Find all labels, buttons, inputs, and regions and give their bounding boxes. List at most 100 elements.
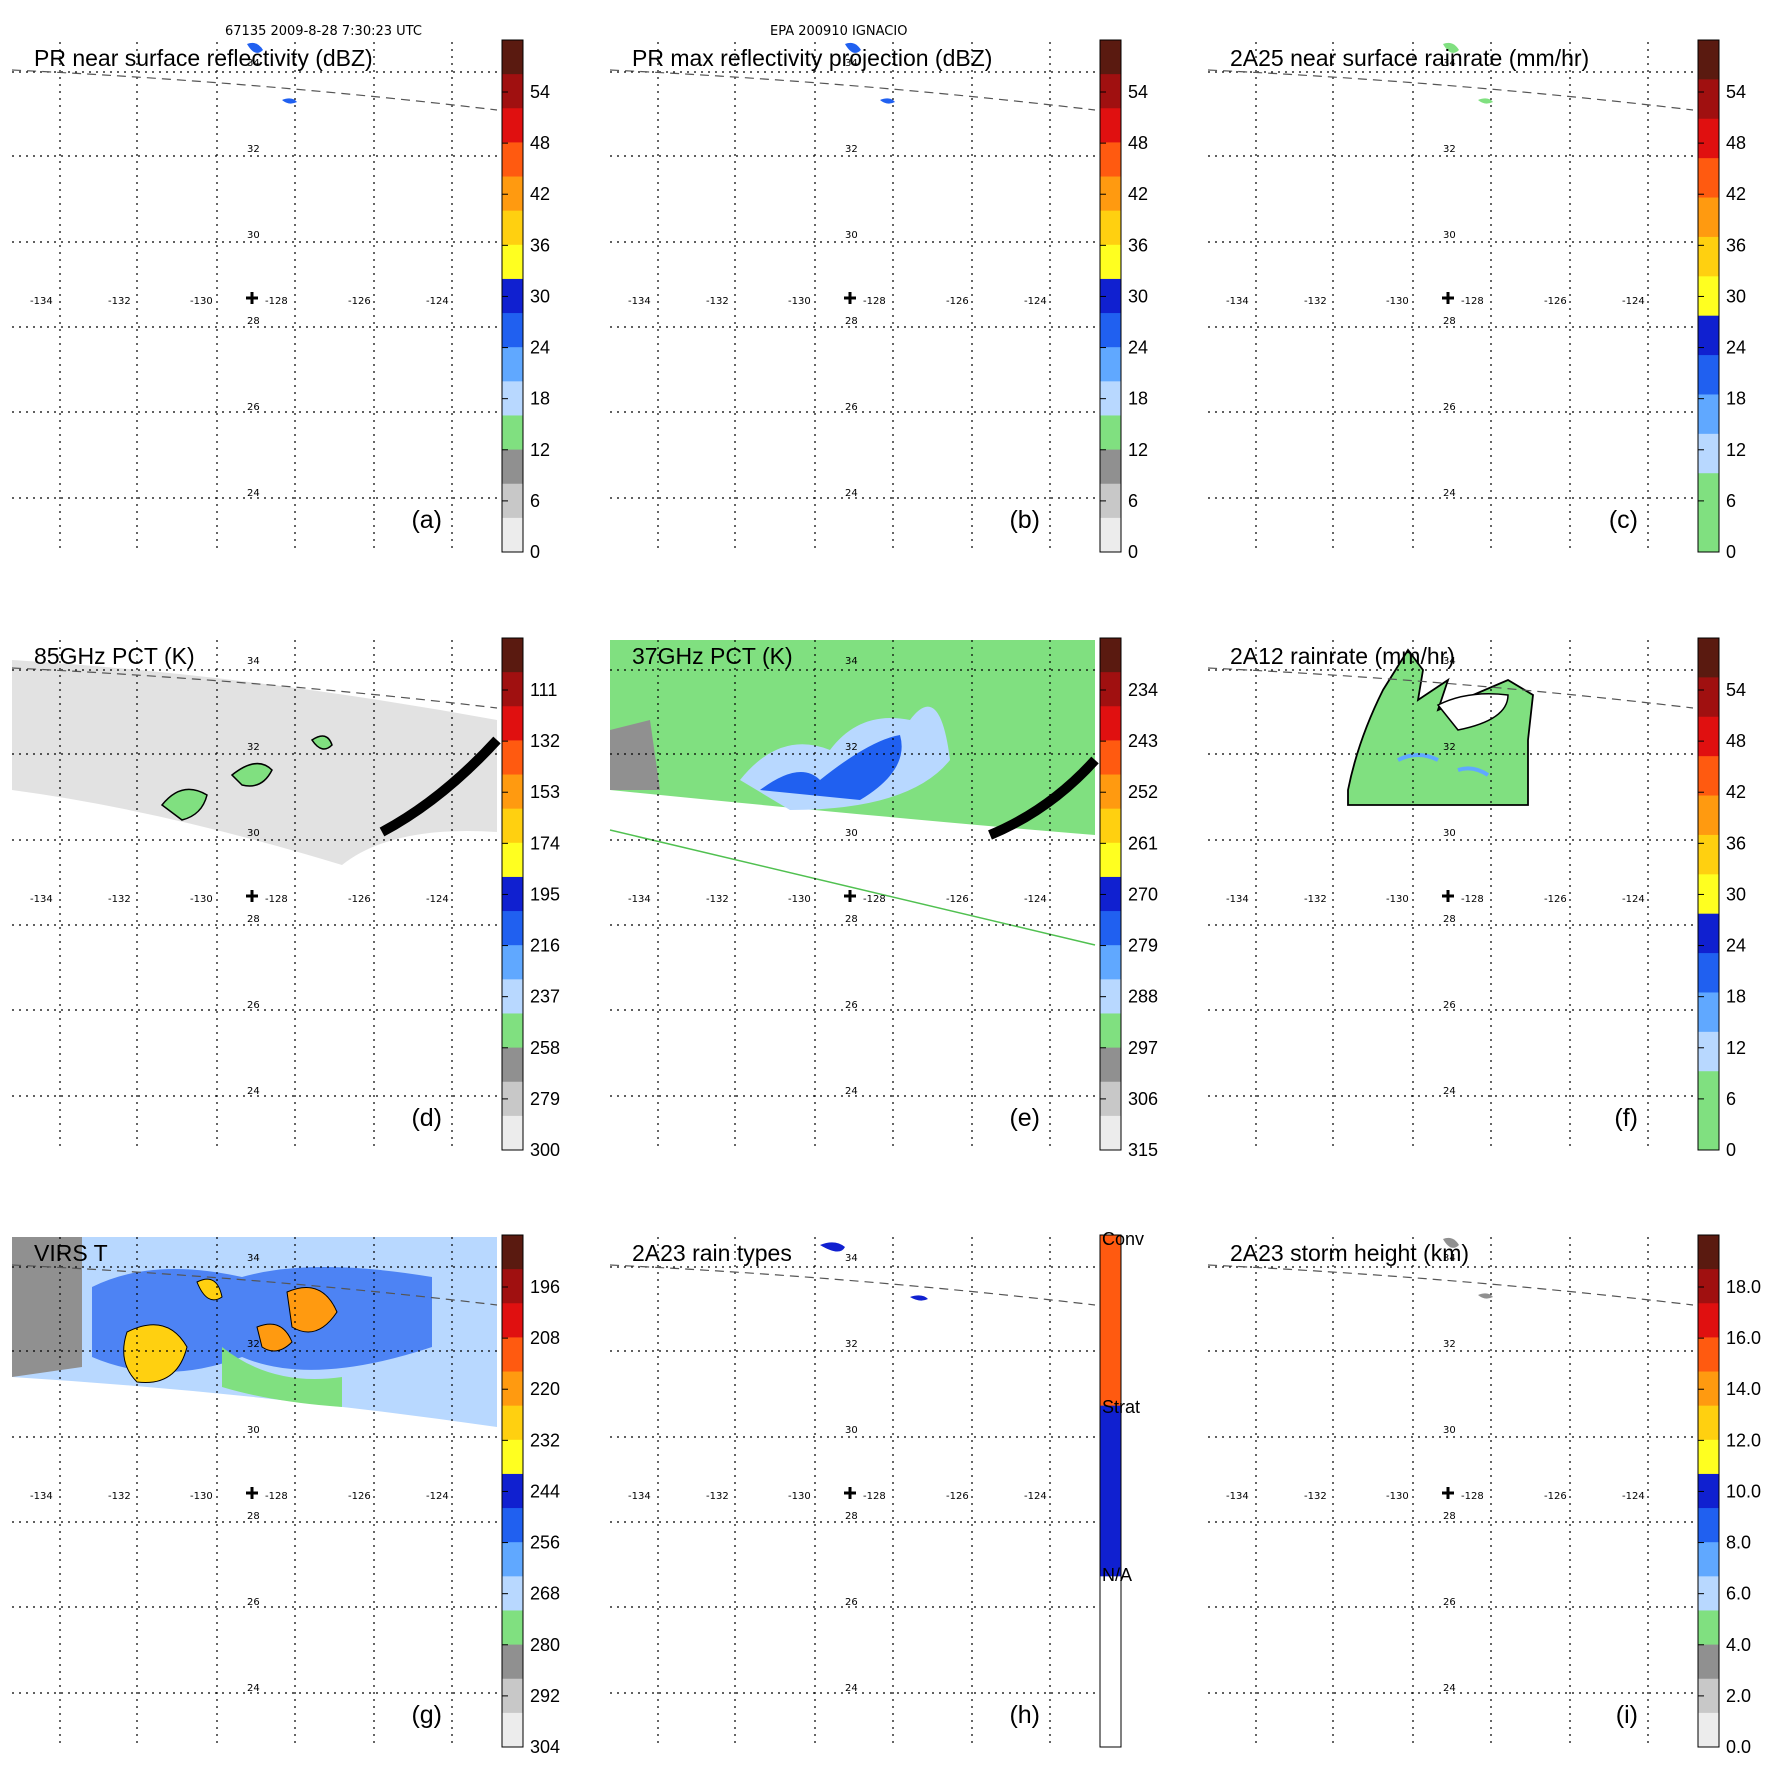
storm-center-cross xyxy=(844,890,856,902)
colorbar-segment xyxy=(1698,1508,1719,1543)
lat-label: 28 xyxy=(845,316,858,327)
colorbar-tick-label: 0 xyxy=(530,542,540,562)
colorbar-tick-label: 54 xyxy=(1128,82,1148,102)
lon-label: -130 xyxy=(1386,894,1409,905)
panel-label: (e) xyxy=(1009,1104,1040,1132)
colorbar-segment xyxy=(502,1439,523,1475)
lat-label: 32 xyxy=(247,742,260,753)
orbit-track xyxy=(1207,667,1694,709)
colorbar-segment xyxy=(1698,1071,1719,1112)
colorbar-segment xyxy=(1698,795,1719,836)
colorbar-tick-label: 18.0 xyxy=(1726,1277,1761,1297)
colorbar-segment xyxy=(502,1047,523,1083)
colorbar-segment xyxy=(502,313,523,348)
lon-label: -134 xyxy=(628,296,651,307)
colorbar-tick-label: 36 xyxy=(1128,235,1148,255)
virs-warm xyxy=(12,1237,82,1377)
colorbar-segment xyxy=(1100,876,1121,912)
colorbar-segment xyxy=(1698,1235,1719,1270)
colorbar-segment xyxy=(502,483,523,519)
lat-label: 26 xyxy=(845,402,858,413)
colorbar-segment xyxy=(502,1013,523,1049)
colorbar-segment xyxy=(502,1371,523,1407)
colorbar-segment xyxy=(1100,347,1121,382)
colorbar-segment xyxy=(1698,118,1719,159)
colorbar-segment xyxy=(1698,677,1719,718)
colorbar-tick-label: 132 xyxy=(530,731,560,751)
lat-label: 28 xyxy=(1443,316,1456,327)
colorbar-segment xyxy=(1698,79,1719,120)
lon-label: -128 xyxy=(1461,296,1484,307)
colorbar-segment xyxy=(1100,945,1121,980)
colorbar-frame xyxy=(1099,1234,1122,1748)
lon-label: -134 xyxy=(30,1491,53,1502)
colorbar-segment xyxy=(502,774,523,810)
lat-label: 32 xyxy=(845,144,858,155)
pct37-core xyxy=(760,735,902,800)
lat-label: 28 xyxy=(845,914,858,925)
lat-label: 28 xyxy=(845,1511,858,1522)
colorbar-segment xyxy=(1698,1269,1719,1304)
lon-label: -124 xyxy=(1024,1491,1047,1502)
colorbar-segment xyxy=(1698,1337,1719,1373)
lat-label: 24 xyxy=(1443,1086,1456,1097)
panel-title: 2A23 storm height (km) xyxy=(1230,1240,1469,1266)
colorbar-tick-label: 208 xyxy=(530,1328,560,1348)
lon-label: -132 xyxy=(108,296,131,307)
colorbar-segment xyxy=(502,210,523,246)
colorbar-tick-label: 300 xyxy=(530,1140,560,1160)
lat-label: 34 xyxy=(247,58,260,69)
storm-center-cross xyxy=(1442,1487,1454,1499)
colorbar-segment xyxy=(1698,512,1719,553)
lat-label: 24 xyxy=(247,1086,260,1097)
panel-g: -134 -132 -130 -128 -126 -124 34 32 30 28 26 24 VIRS… xyxy=(11,1234,560,1757)
colorbar-segment xyxy=(1698,433,1719,474)
colorbar-tick-label: 36 xyxy=(1726,833,1746,853)
colorbar-segment xyxy=(502,672,523,707)
colorbar-segment xyxy=(1100,108,1121,143)
colorbar-tick-label: 54 xyxy=(530,82,550,102)
colorbar-segment xyxy=(1100,1013,1121,1049)
colorbar-segment xyxy=(1100,706,1121,741)
colorbar-segment xyxy=(1100,740,1121,776)
panel-label: (b) xyxy=(1009,506,1040,534)
colorbar-tick-label: 279 xyxy=(530,1089,560,1109)
lon-label: -126 xyxy=(946,296,969,307)
colorbar-segment xyxy=(1698,1712,1719,1748)
colorbar-segment xyxy=(1100,142,1121,178)
colorbar-tick-label: 30 xyxy=(1726,286,1746,306)
colorbar-tick-label: 12.0 xyxy=(1726,1430,1761,1450)
colorbar-segment xyxy=(502,74,523,109)
colorbar-tick-label: 234 xyxy=(1128,680,1158,700)
lat-label: 28 xyxy=(247,316,260,327)
colorbar-tick-label: 18 xyxy=(1128,389,1148,409)
orbit-time-header: 67135 2009-8-28 7:30:23 UTC xyxy=(225,24,422,39)
colorbar-tick-label: 24 xyxy=(1726,936,1746,956)
colorbar-segment xyxy=(1100,979,1121,1014)
lon-label: -128 xyxy=(1461,894,1484,905)
track-line xyxy=(609,829,1096,946)
rain-light xyxy=(1397,753,1490,777)
colorbar-segment xyxy=(1698,1610,1719,1646)
lon-label: -126 xyxy=(946,894,969,905)
colorbar-tick-label: 10.0 xyxy=(1726,1481,1761,1501)
panel-c: -134 -132 -130 -128 -126 -124 34 32 30 28 26 24 2A25… xyxy=(1207,39,1746,562)
colorbar-tick-label: 24 xyxy=(1128,338,1148,358)
lat-label: 24 xyxy=(845,1086,858,1097)
virs-core-2 xyxy=(286,1287,338,1333)
colorbar-tick-label: 48 xyxy=(530,133,550,153)
colorbar-segment xyxy=(502,1081,523,1117)
storm-center-cross xyxy=(1442,890,1454,902)
lon-label: -132 xyxy=(108,894,131,905)
colorbar-segment xyxy=(1698,913,1719,954)
colorbar-segment xyxy=(1100,74,1121,109)
colorbar-segment xyxy=(1100,808,1121,844)
colorbar-segment xyxy=(1100,313,1121,348)
panel-title: PR max reflectivity projection (dBZ) xyxy=(632,45,992,71)
lon-label: -126 xyxy=(1544,894,1567,905)
echo-2 xyxy=(282,98,297,104)
colorbar-segment xyxy=(502,1508,523,1543)
colorbar-segment xyxy=(502,1337,523,1373)
panel-i: -134 -132 -130 -128 -126 -124 34 32 30 28 26 24 2A23… xyxy=(1207,1234,1761,1757)
